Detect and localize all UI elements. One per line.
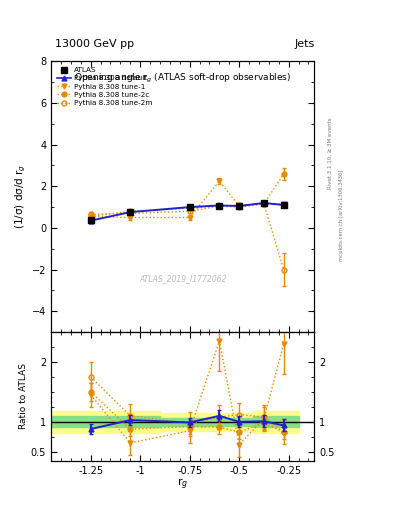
Y-axis label: Ratio to ATLAS: Ratio to ATLAS (19, 364, 28, 430)
Text: Jets: Jets (294, 38, 314, 49)
Text: Opening angle r$_g$ (ATLAS soft-drop observables): Opening angle r$_g$ (ATLAS soft-drop obs… (74, 72, 291, 86)
Text: ATLAS_2019_I1772062: ATLAS_2019_I1772062 (139, 274, 226, 283)
Y-axis label: (1/σ) dσ/d r$_g$: (1/σ) dσ/d r$_g$ (13, 164, 28, 229)
Text: Rivet 3.1.10, ≥ 3M events: Rivet 3.1.10, ≥ 3M events (328, 118, 333, 189)
Text: 13000 GeV pp: 13000 GeV pp (55, 38, 134, 49)
X-axis label: r$_g$: r$_g$ (177, 477, 188, 493)
Text: mcplots.cern.ch [arXiv:1306.3436]: mcplots.cern.ch [arXiv:1306.3436] (339, 169, 344, 261)
Legend: ATLAS, Pythia 8.308 default, Pythia 8.308 tune-1, Pythia 8.308 tune-2c, Pythia 8: ATLAS, Pythia 8.308 default, Pythia 8.30… (55, 65, 155, 109)
